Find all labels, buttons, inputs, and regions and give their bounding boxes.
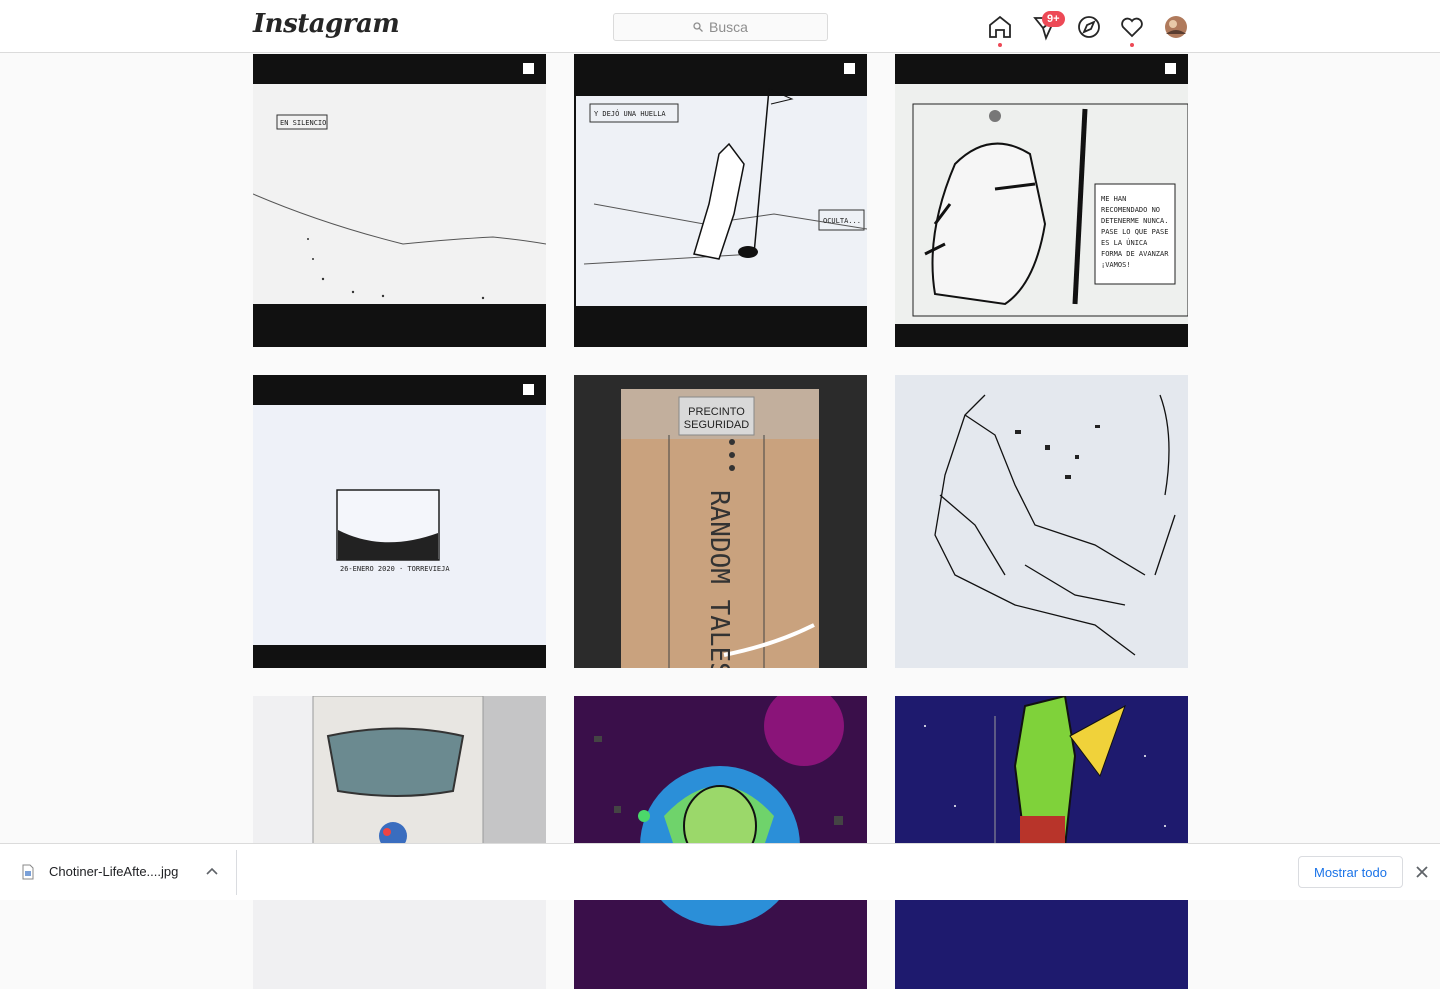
explore-icon[interactable] — [1078, 16, 1100, 38]
download-menu-chevron[interactable] — [206, 867, 218, 877]
post-image — [253, 384, 546, 645]
notification-badge: 9+ — [1042, 11, 1065, 27]
image-text: RANDOM TALES #1 — [704, 490, 734, 668]
post-tile[interactable]: ME HAN RECOMENDADO NO DETENERME NUNCA. P… — [895, 54, 1188, 347]
show-all-button[interactable]: Mostrar todo — [1298, 856, 1403, 888]
image-text: EN SILENCIO — [280, 119, 327, 127]
post-image — [312, 696, 546, 850]
image-text: ME HAN RECOMENDADO NO DETENERME NUNCA. P… — [1101, 195, 1169, 269]
image-text: Y DEJÓ UNA HUELLA — [594, 110, 666, 118]
post-image — [895, 63, 1188, 324]
post-image — [621, 389, 819, 668]
file-icon — [22, 864, 34, 880]
post-image — [576, 63, 867, 306]
download-file-name[interactable]: Chotiner-LifeAfte....jpg — [49, 864, 179, 879]
post-tile[interactable]: 26-ENERO 2020 · TORREVIEJA — [253, 375, 546, 668]
image-text: OCULTA... — [823, 217, 861, 225]
download-bar: Chotiner-LifeAfte....jpg Mostrar todo — [0, 843, 1440, 900]
search-icon — [693, 22, 703, 32]
logo[interactable]: Instagram — [253, 9, 400, 39]
search-box[interactable]: Busca — [613, 13, 828, 41]
post-tile[interactable] — [895, 375, 1188, 668]
post-tile[interactable]: Y DEJÓ UNA HUELLA OCULTA... — [574, 54, 867, 347]
post-image — [924, 696, 1166, 847]
image-text: 26-ENERO 2020 · TORREVIEJA — [340, 565, 450, 573]
post-image — [934, 394, 1176, 656]
post-tile[interactable]: EN SILENCIO — [253, 54, 546, 347]
nav-icons — [989, 15, 1187, 47]
top-nav: Instagram Busca 9+ — [0, 0, 1440, 53]
home-icon[interactable] — [989, 15, 1011, 38]
close-button[interactable] — [1416, 866, 1428, 878]
post-tile[interactable]: PRECINTO SEGURIDAD RANDOM TALES #1 — [574, 375, 867, 668]
search-placeholder: Busca — [709, 19, 748, 35]
post-image — [253, 63, 546, 304]
activity-icon[interactable] — [1121, 17, 1143, 38]
image-text: PRECINTO SEGURIDAD — [683, 406, 750, 431]
profile-avatar[interactable] — [1165, 16, 1187, 38]
divider — [236, 850, 237, 895]
